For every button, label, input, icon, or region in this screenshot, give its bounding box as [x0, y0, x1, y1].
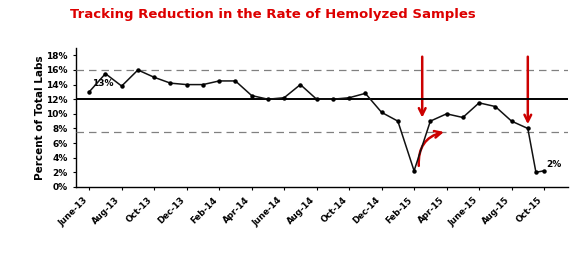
Text: 2%: 2%	[547, 160, 562, 169]
Text: Tracking Reduction in the Rate of Hemolyzed Samples: Tracking Reduction in the Rate of Hemoly…	[70, 8, 476, 21]
Text: 13%: 13%	[91, 79, 113, 88]
Y-axis label: Percent of Total Labs: Percent of Total Labs	[35, 55, 45, 180]
